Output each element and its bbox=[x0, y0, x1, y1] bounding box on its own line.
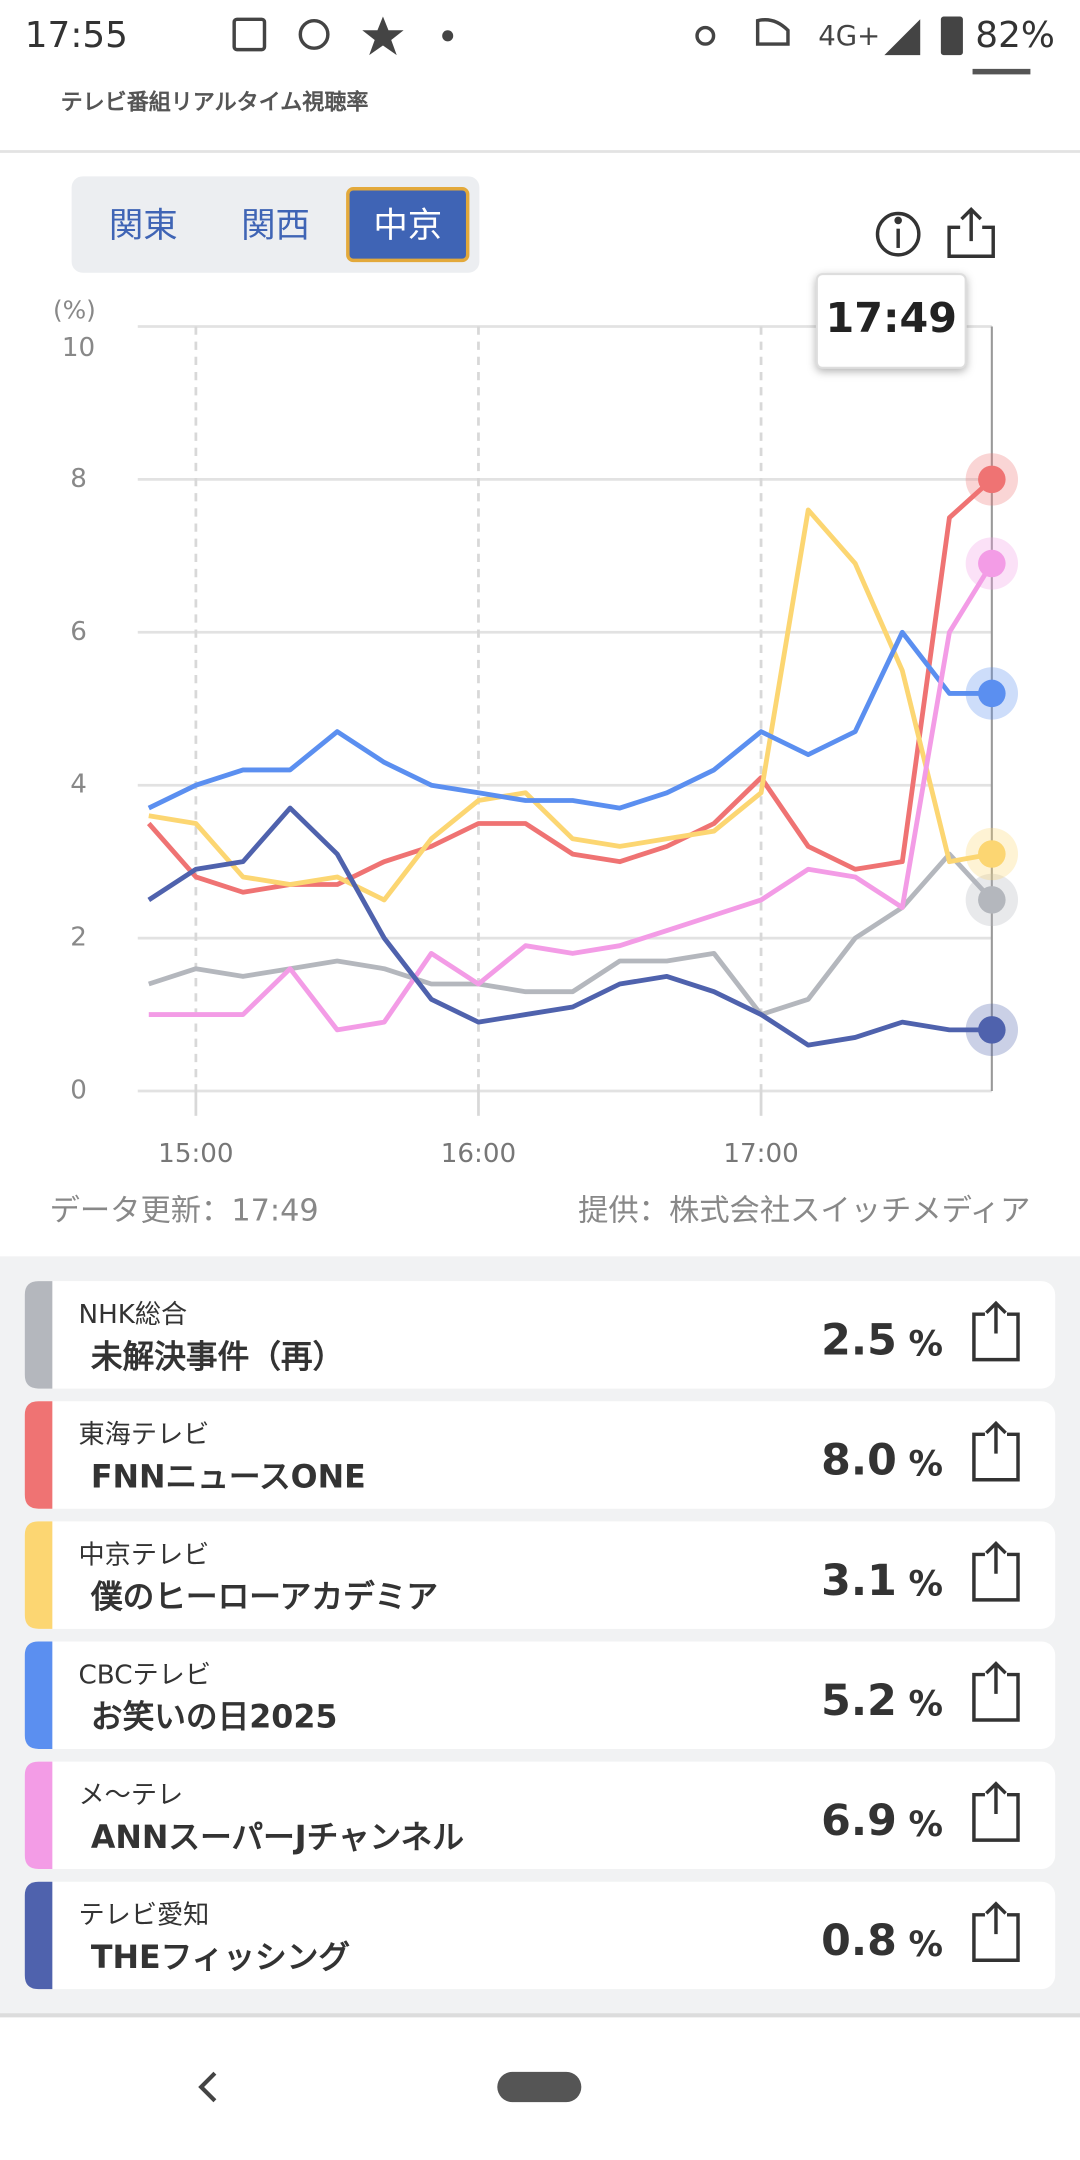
end-point bbox=[978, 549, 1006, 578]
end-point bbox=[978, 1016, 1006, 1044]
y-tick-label: 2 bbox=[70, 923, 87, 953]
program-title: 僕のヒーローアカデミア bbox=[90, 1579, 438, 1616]
channel-card[interactable] bbox=[24, 1401, 1056, 1509]
update-time: データ更新：17:49 bbox=[50, 1194, 319, 1229]
program-title: お笑いの日2025 bbox=[91, 1699, 338, 1736]
chart: (%) 0 2 4 6 8 10 15:00 16:00 17:00 17:49 bbox=[53, 273, 1019, 1169]
channel-card[interactable] bbox=[24, 1281, 1056, 1389]
channel-color bbox=[24, 1401, 53, 1509]
channel-color bbox=[24, 1281, 53, 1389]
series-line bbox=[147, 805, 992, 1048]
region-tab[interactable]: 関西 bbox=[241, 206, 310, 246]
station-name: 中京テレビ bbox=[79, 1540, 210, 1570]
y-tick-label: 0 bbox=[70, 1076, 87, 1106]
share-icon[interactable] bbox=[972, 1540, 1020, 1602]
region-tab[interactable]: 関東 bbox=[109, 206, 178, 246]
menu-icon[interactable] bbox=[972, 68, 1031, 75]
back-button[interactable] bbox=[198, 2071, 217, 2103]
y-tick-label: 6 bbox=[70, 617, 87, 647]
y-tick-label: 4 bbox=[70, 770, 87, 800]
end-point bbox=[978, 840, 1006, 868]
series-line bbox=[148, 507, 993, 903]
rating: 0.8 bbox=[821, 1916, 897, 1966]
channel-card[interactable] bbox=[24, 1521, 1056, 1629]
station-name: テレビ愛知 bbox=[79, 1901, 210, 1931]
rating: 6.9 bbox=[821, 1796, 897, 1846]
status-network: 4G+ bbox=[818, 20, 880, 52]
station-name: CBCテレビ bbox=[79, 1660, 211, 1690]
chart-tools[interactable] bbox=[875, 206, 995, 258]
y-tick-label: 8 bbox=[70, 464, 87, 494]
header-subtitle: テレビ番組リアルタイム視聴率 bbox=[61, 89, 369, 115]
series-line bbox=[148, 562, 994, 1033]
program-title: THEフィッシング bbox=[91, 1940, 350, 1976]
end-point bbox=[978, 886, 1006, 914]
selected-tab bbox=[346, 187, 470, 263]
rating: 3.1 bbox=[821, 1556, 897, 1606]
channel-card[interactable] bbox=[24, 1641, 1056, 1749]
rating-unit: % bbox=[908, 1324, 943, 1364]
tooltip-text: 17:49 bbox=[826, 294, 958, 342]
end-point bbox=[978, 679, 1006, 708]
y-axis-label: (%) bbox=[53, 295, 96, 324]
program-title: ANNスーパーJチャンネル bbox=[91, 1820, 464, 1856]
station-name: メ〜テレ bbox=[79, 1781, 184, 1811]
tooltip-box bbox=[815, 273, 967, 369]
share-icon[interactable] bbox=[972, 1420, 1020, 1482]
program-title: FNNニュースONE bbox=[91, 1459, 366, 1495]
rating-unit: % bbox=[908, 1685, 943, 1725]
rating: 2.5 bbox=[821, 1316, 897, 1366]
station-name: 東海テレビ bbox=[79, 1420, 210, 1450]
x-tick-label: 17:00 bbox=[723, 1139, 798, 1169]
end-point bbox=[978, 465, 1006, 494]
channel-color bbox=[24, 1521, 53, 1629]
share-icon[interactable] bbox=[972, 1901, 1020, 1962]
channel-color bbox=[24, 1761, 53, 1870]
x-tick-label: 16:00 bbox=[441, 1139, 516, 1169]
share-icon[interactable] bbox=[972, 1300, 1020, 1362]
y-tick-label: 10 bbox=[62, 333, 95, 363]
share-icon[interactable] bbox=[972, 1781, 1020, 1842]
channel-card[interactable] bbox=[24, 1761, 1056, 1870]
rating: 8.0 bbox=[821, 1436, 897, 1486]
status-icons bbox=[232, 16, 963, 56]
status-battery: 82% bbox=[975, 15, 1055, 56]
rating: 5.2 bbox=[821, 1676, 897, 1726]
provider: 提供：株式会社スイッチメディア bbox=[578, 1194, 1030, 1229]
rating-unit: % bbox=[908, 1925, 943, 1965]
rating-unit: % bbox=[908, 1444, 943, 1484]
share-icon[interactable] bbox=[972, 1661, 1020, 1722]
rating-unit: % bbox=[908, 1565, 943, 1605]
series-line bbox=[147, 629, 992, 811]
rating-unit: % bbox=[908, 1805, 943, 1845]
channel-color bbox=[24, 1881, 53, 1990]
channel-card[interactable] bbox=[24, 1881, 1056, 1990]
x-tick-label: 15:00 bbox=[158, 1139, 233, 1169]
channel-color bbox=[24, 1641, 53, 1749]
home-button[interactable] bbox=[497, 2071, 582, 2103]
program-title: 未解決事件（再） bbox=[91, 1339, 344, 1375]
status-time: 17:55 bbox=[25, 15, 128, 56]
region-tab[interactable]: 中京 bbox=[373, 206, 442, 246]
station-name: NHK総合 bbox=[79, 1300, 188, 1330]
